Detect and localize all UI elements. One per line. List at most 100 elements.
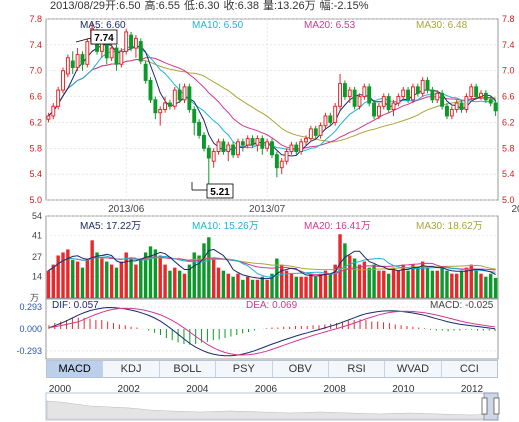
- candle: [114, 44, 119, 71]
- tab-cci[interactable]: CCI: [459, 363, 479, 375]
- volume-bar: [352, 258, 357, 298]
- candle: [342, 80, 347, 100]
- timeline-year-label: 2004: [186, 384, 209, 395]
- price-y-tick-label: 7.4: [29, 40, 42, 50]
- timeline-year-label: 2002: [118, 384, 141, 395]
- candle: [80, 51, 85, 71]
- legend-vma30: MA30: 18.62万: [416, 221, 483, 232]
- volume-bar: [265, 279, 269, 298]
- price-y-tick-label-right: 7.0: [502, 66, 515, 76]
- volume-bars: [46, 234, 498, 298]
- price-y-tick-label-right: 5.8: [502, 143, 515, 153]
- volume-bar: [250, 279, 255, 298]
- legend-macd: MACD: -0.025: [430, 300, 494, 311]
- volume-bar: [493, 277, 498, 298]
- timeline-year-label: 2010: [392, 384, 415, 395]
- timeline-mini-chart: [46, 400, 498, 420]
- candle: [236, 138, 240, 158]
- candle: [333, 103, 338, 126]
- volume-bar: [270, 273, 274, 298]
- volume-bar: [304, 276, 308, 298]
- macd-lines: [48, 306, 496, 357]
- candle: [420, 77, 425, 97]
- volume-bar: [309, 273, 313, 298]
- volume-bar: [85, 258, 90, 298]
- price-y-tick-label: 5.4: [29, 169, 42, 179]
- price-y-tick-label: 6.6: [29, 92, 42, 102]
- tab-wvad[interactable]: WVAD: [385, 361, 442, 377]
- candle: [294, 141, 299, 155]
- volume-unit: 万: [30, 293, 39, 303]
- legend-vma20: MA20: 16.41万: [304, 221, 371, 232]
- volume-bar: [454, 273, 459, 298]
- legend-ma20: MA20: 6.53: [304, 20, 356, 31]
- candle: [138, 38, 143, 65]
- volume-bar: [51, 264, 55, 298]
- volume-bar: [255, 279, 260, 298]
- indicator-tabs: MACD KDJ BOLL PSY OBV RSI WVAD CCI: [46, 360, 498, 378]
- timeline-year-label: 2000: [49, 384, 72, 395]
- candle: [483, 90, 488, 104]
- volume-bar: [168, 270, 172, 298]
- timeline-year-label: 2012: [461, 384, 484, 395]
- tab-psy[interactable]: PSY: [216, 361, 273, 377]
- candle: [240, 138, 245, 152]
- volume-bar: [479, 273, 483, 298]
- volume-bar: [430, 270, 435, 298]
- volume-bar: [416, 267, 420, 298]
- candle: [75, 48, 80, 71]
- volume-bar: [211, 258, 216, 298]
- candle: [143, 61, 148, 84]
- min-label-box: [206, 183, 234, 199]
- volume-bar: [435, 270, 439, 298]
- volume-bar: [284, 270, 289, 298]
- timeline-left-handle[interactable]: [481, 397, 488, 415]
- volume-bar: [90, 240, 94, 298]
- volume-bar: [148, 246, 153, 298]
- candle: [323, 112, 328, 129]
- volume-bar: [163, 264, 167, 298]
- candle: [435, 90, 440, 104]
- price-x-tick-label: 2013/08: [512, 204, 519, 215]
- volume-bar: [367, 267, 371, 298]
- volume-bar: [382, 270, 386, 298]
- candle: [250, 135, 255, 149]
- volume-bar: [440, 267, 444, 298]
- tab-boll[interactable]: BOLL: [160, 361, 217, 377]
- candle: [357, 93, 362, 110]
- candle: [245, 135, 250, 149]
- volume-bar: [362, 261, 367, 298]
- candle: [347, 86, 352, 104]
- volume-bar: [484, 276, 488, 298]
- volume-bar: [158, 255, 162, 298]
- candle: [119, 48, 124, 68]
- candle: [464, 93, 469, 113]
- tab-obv[interactable]: OBV: [273, 361, 329, 377]
- tab-macd[interactable]: MACD: [47, 361, 104, 377]
- price-y-tick-label-right: 7.4: [502, 40, 515, 50]
- legend-ma10: MA10: 6.50: [192, 20, 244, 31]
- candle: [396, 93, 401, 107]
- volume-bar: [139, 258, 143, 298]
- volume-bar: [333, 264, 337, 298]
- volume-bar: [289, 273, 294, 298]
- candle: [454, 99, 459, 113]
- candle: [163, 96, 168, 113]
- min-label: 5.21: [210, 187, 230, 198]
- volume-y-tick-label: 14: [32, 272, 42, 282]
- tab-rsi[interactable]: RSI: [329, 361, 386, 377]
- tab-kdj[interactable]: KDJ: [103, 361, 160, 377]
- candle: [187, 83, 192, 113]
- volume-bar: [187, 264, 192, 298]
- volume-bar: [372, 264, 376, 298]
- volume-bar: [207, 237, 211, 298]
- candle: [158, 106, 163, 126]
- timeline-right-handle[interactable]: [493, 397, 500, 415]
- candles: [46, 22, 498, 187]
- candle: [226, 141, 231, 162]
- volume-bar: [401, 264, 405, 298]
- candle: [445, 103, 449, 120]
- volume-bar: [192, 252, 196, 298]
- candle: [129, 31, 134, 52]
